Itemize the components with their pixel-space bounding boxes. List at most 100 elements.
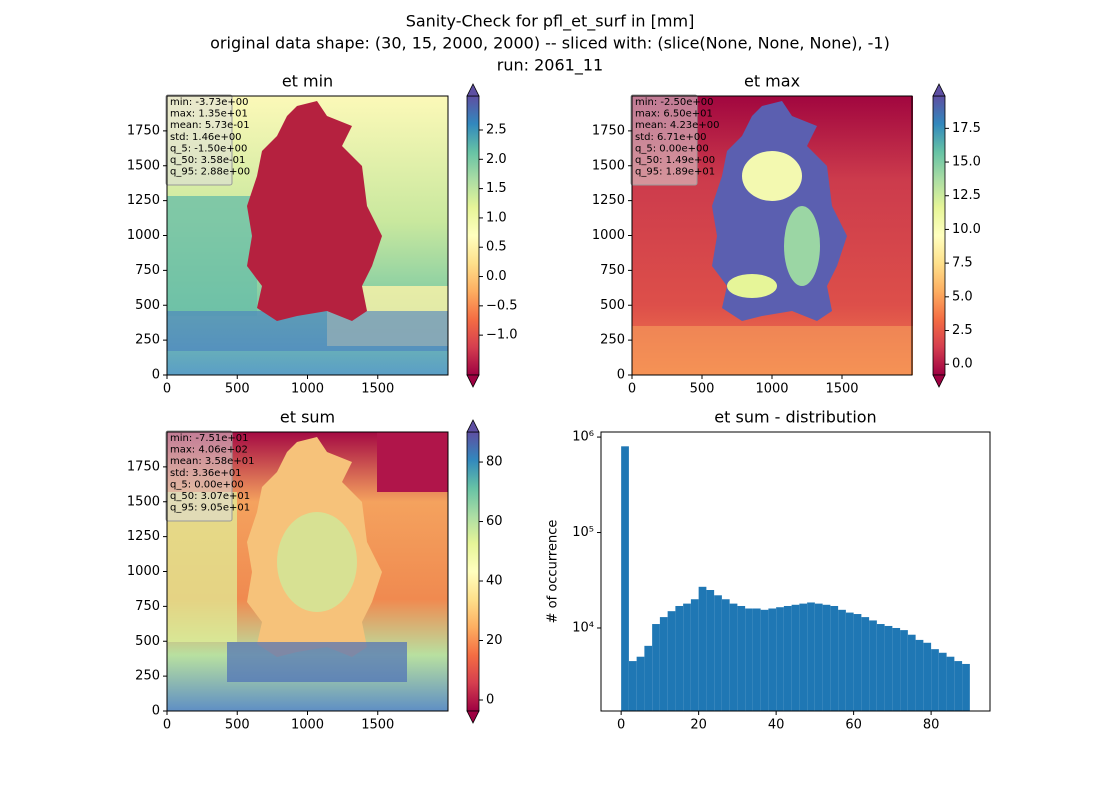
stats-box — [165, 430, 233, 522]
y-tick-label: 1000 — [592, 228, 625, 243]
bar — [931, 649, 939, 711]
bar — [799, 603, 808, 711]
y-tick-label: 750 — [135, 599, 160, 614]
x-tick-label: 1500 — [825, 382, 858, 397]
x-tick-label: 1500 — [361, 718, 394, 733]
bar — [853, 614, 862, 711]
colorbar-tick-label: 1.0 — [486, 210, 507, 225]
x-tick-label: 40 — [768, 718, 785, 733]
bar — [962, 663, 970, 711]
bar — [659, 617, 668, 711]
colorbar-tick-label: 0.5 — [486, 240, 507, 255]
figure-title: run: 2061_11 — [497, 56, 603, 76]
y-tick-label: 10⁶ — [572, 430, 594, 445]
bar — [869, 620, 877, 711]
colorbar-tick-label: 0 — [486, 692, 494, 707]
bar — [636, 656, 645, 711]
y-tick-label: 250 — [135, 333, 160, 348]
bar — [628, 661, 637, 711]
x-tick-label: 500 — [225, 382, 250, 397]
figure-title: original data shape: (30, 15, 2000, 2000… — [210, 34, 890, 53]
stats-text: std: 1.46e+00 — [170, 132, 242, 143]
stats-text: q_50: 3.07e+01 — [170, 491, 250, 502]
bar — [900, 630, 908, 711]
bar — [729, 603, 738, 711]
bar — [807, 602, 815, 711]
bar — [714, 595, 722, 711]
colorbar-extend — [932, 374, 946, 388]
stats-text: q_5: 0.00e+00 — [170, 479, 244, 490]
bar — [892, 627, 901, 711]
colorbar-tick-label: 0.0 — [486, 269, 507, 284]
x-tick-label: 0 — [163, 382, 171, 397]
colorbar-extend — [466, 374, 480, 388]
y-tick-label: 500 — [135, 634, 160, 649]
bar — [822, 604, 831, 711]
bar — [861, 617, 870, 711]
y-tick-label: 0 — [152, 368, 160, 383]
colorbar-tick-label: 0.0 — [952, 357, 973, 372]
y-tick-label: 500 — [135, 298, 160, 313]
colorbar — [466, 431, 480, 712]
bar — [907, 634, 916, 711]
colorbar-tick-label: 12.5 — [952, 188, 981, 203]
axes-title: et min — [282, 72, 333, 91]
colorbar-tick-label: 20 — [486, 633, 503, 648]
bar — [752, 608, 761, 711]
y-tick-label: 1750 — [127, 123, 160, 138]
stats-text: max: 4.06e+02 — [170, 445, 248, 456]
bar — [946, 656, 955, 711]
bar — [838, 609, 846, 711]
stats-text: std: 6.71e+00 — [635, 132, 707, 143]
stats-text: min: -3.73e+00 — [170, 97, 249, 108]
bar — [745, 608, 753, 711]
axes-title: et sum - distribution — [714, 408, 876, 427]
bar — [768, 608, 777, 711]
x-tick-label: 0 — [628, 382, 636, 397]
bar — [667, 611, 676, 711]
colorbar-tick-label: 10.0 — [952, 222, 981, 237]
y-tick-label: 10⁵ — [572, 525, 594, 540]
stats-text: q_5: 0.00e+00 — [635, 143, 709, 154]
x-tick-label: 1000 — [291, 382, 324, 397]
bar — [830, 605, 839, 711]
stats-text: q_95: 2.88e+00 — [170, 167, 250, 178]
x-tick-label: 0 — [617, 718, 625, 733]
colorbar-extend — [466, 710, 480, 724]
colorbar-tick-label: 1.5 — [486, 181, 507, 196]
colorbar-tick-label: 80 — [486, 455, 503, 470]
colorbar-tick-label: −0.5 — [486, 298, 518, 313]
colorbar-tick-label: 15.0 — [952, 155, 981, 170]
y-tick-label: 1000 — [127, 564, 160, 579]
x-tick-label: 500 — [225, 718, 250, 733]
stats-box — [630, 94, 698, 186]
colorbar-tick-label: 17.5 — [952, 121, 981, 136]
bar — [783, 605, 792, 711]
bar — [814, 603, 823, 711]
bar — [845, 612, 854, 711]
bar — [675, 605, 684, 711]
y-tick-label: 250 — [135, 669, 160, 684]
colorbar-extend — [466, 419, 480, 433]
colorbar — [466, 95, 480, 376]
stats-text: max: 6.50e+01 — [635, 109, 713, 120]
y-tick-label: 1750 — [127, 459, 160, 474]
x-tick-label: 80 — [923, 718, 940, 733]
y-tick-label: 1250 — [592, 193, 625, 208]
y-tick-label: 500 — [600, 298, 625, 313]
bar — [791, 604, 800, 711]
x-tick-label: 60 — [845, 718, 862, 733]
stats-box — [165, 94, 233, 186]
bar — [884, 625, 893, 711]
bar — [876, 624, 885, 711]
bar — [721, 599, 730, 711]
colorbar-tick-label: 2.5 — [952, 323, 973, 338]
colorbar-tick-label: 5.0 — [952, 289, 973, 304]
y-tick-label: 1000 — [127, 228, 160, 243]
x-tick-label: 1000 — [755, 382, 788, 397]
x-tick-label: 20 — [690, 718, 707, 733]
y-tick-label: 750 — [600, 263, 625, 278]
bar — [698, 586, 707, 711]
bar — [938, 652, 947, 711]
